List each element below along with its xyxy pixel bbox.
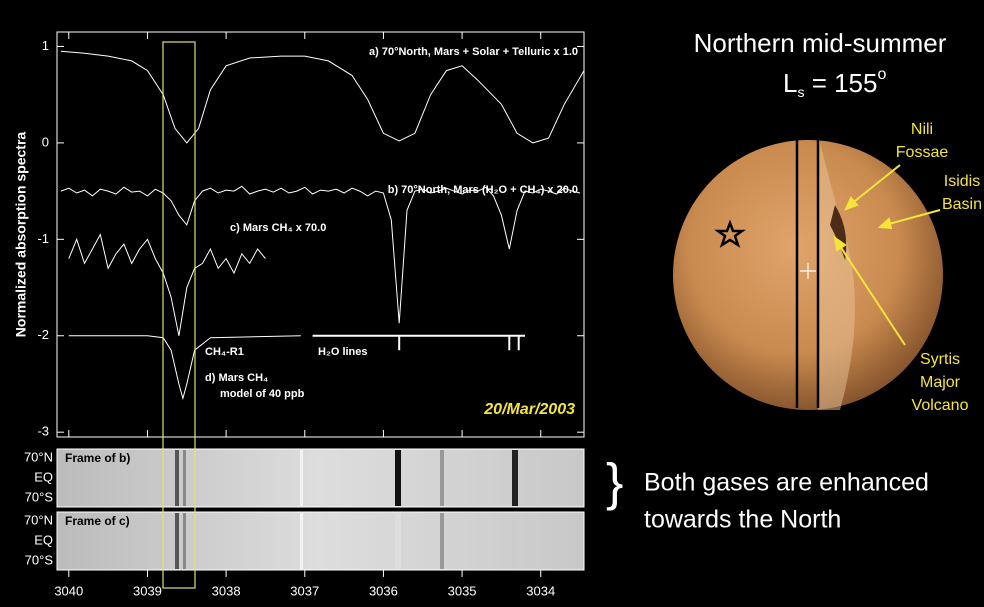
- x-tick-label: 3034: [526, 583, 555, 598]
- y-tick-label: -1: [37, 231, 49, 246]
- feature-label: Volcano: [912, 397, 969, 414]
- mars-labels: Northern mid-summer Ls = 155o Nili Fossae Is…: [694, 28, 982, 414]
- annotation: 20/Mar/2003: [483, 401, 575, 418]
- lat-label: EQ: [34, 532, 53, 547]
- feature-label: Fossae: [896, 144, 949, 161]
- arrows: [833, 164, 941, 346]
- frame-stripe: [175, 450, 179, 506]
- ch4-window: [162, 41, 196, 589]
- frame-stripe: [395, 513, 401, 569]
- caption: } Both gases are enhanced towards the Nort…: [606, 454, 929, 534]
- x-tick-label: 3040: [54, 583, 83, 598]
- frame-image: [56, 511, 585, 571]
- ls-part: o: [877, 66, 886, 83]
- frame-label: Frame of b): [65, 451, 130, 465]
- x-tick-label: 3037: [290, 583, 319, 598]
- caption-line: Both gases are enhanced: [644, 469, 929, 497]
- lat-label: 70°N: [24, 449, 53, 464]
- ls-part: = 155: [804, 68, 877, 98]
- annotation: CH₄-R1: [205, 346, 244, 358]
- lat-label: EQ: [34, 469, 53, 484]
- spectrum-line: [68, 335, 301, 401]
- feature-label: Nili: [911, 121, 933, 138]
- feature-label: Basin: [942, 196, 982, 213]
- spectra-plot: Normalized absorption spectra 1 0 -1 -2 -3 Fra…: [13, 31, 585, 598]
- y-tick-label: 0: [42, 134, 49, 149]
- frame-stripe: [300, 450, 303, 506]
- annotation: model of 40 ppb: [220, 388, 305, 400]
- lat-label: 70°S: [25, 552, 54, 567]
- x-tick-label: 3038: [212, 583, 241, 598]
- x-tick-label: 3036: [369, 583, 398, 598]
- star-marker: [714, 219, 746, 248]
- annotation: a) 70°North, Mars + Solar + Telluric x 1…: [369, 46, 578, 58]
- x-tick-label: 3039: [133, 583, 162, 598]
- frame-stripe: [300, 513, 303, 569]
- y-axis-title: Normalized absorption spectra: [13, 132, 29, 338]
- annotation: d) Mars CH₄: [205, 372, 268, 384]
- ls-part: s: [797, 84, 804, 100]
- x-tick-label: 3035: [448, 583, 477, 598]
- annotation: b) 70°North, Mars (H₂O + CH₄) x 20.0: [388, 184, 578, 196]
- y-tick-label: -2: [37, 327, 49, 342]
- frame-stripe: [183, 450, 186, 506]
- spectrum-line: [312, 334, 525, 351]
- feature-label: Isidis: [944, 173, 980, 190]
- frame-label: Frame of c): [65, 514, 130, 528]
- ls-part: L: [783, 68, 797, 98]
- mars-title: Northern mid-summer: [694, 28, 947, 58]
- lat-label: 70°N: [24, 512, 53, 527]
- caption-line: towards the North: [644, 506, 841, 534]
- frame-stripe: [512, 450, 518, 506]
- y-tick-label: 1: [42, 38, 49, 53]
- spectrum-line: [68, 233, 266, 336]
- frame-stripe: [175, 513, 179, 569]
- frame-image: [56, 448, 585, 508]
- bright-strip: [818, 135, 855, 410]
- feature-label: Major: [920, 374, 961, 391]
- frame-stripe: [440, 450, 444, 506]
- brace: }: [606, 454, 623, 512]
- annotation: H₂O lines: [318, 346, 368, 358]
- frame-stripe: [183, 513, 186, 569]
- frame-stripe: [512, 513, 518, 569]
- ls-label: Ls = 155o: [783, 66, 886, 99]
- y-tick-label: -3: [37, 424, 49, 439]
- plot-frame: [56, 31, 585, 438]
- spectrum-line: [60, 50, 585, 144]
- lat-label: 70°S: [25, 489, 54, 504]
- center-cross: [800, 263, 816, 279]
- frame-stripe: [395, 450, 401, 506]
- annotation: c) Mars CH₄ x 70.0: [230, 222, 326, 234]
- frame-stripe: [440, 513, 444, 569]
- feature-label: Syrtis: [920, 351, 960, 368]
- spectrum-line: [60, 185, 581, 324]
